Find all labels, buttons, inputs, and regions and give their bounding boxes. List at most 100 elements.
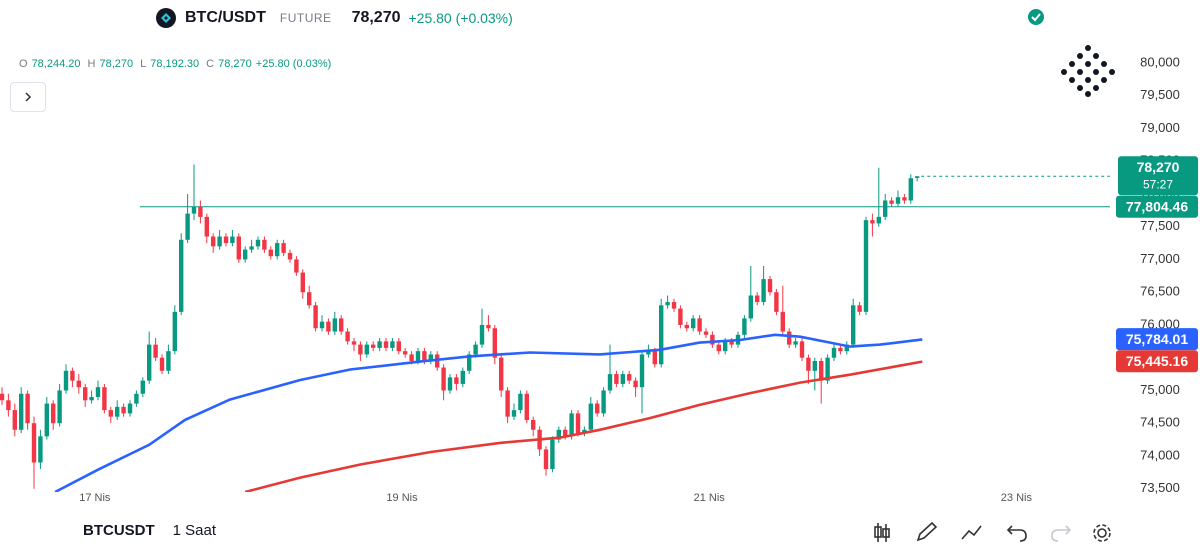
footer: BTCUSDT 1 Saat <box>83 522 216 539</box>
candle-body <box>895 197 901 204</box>
candle-body <box>95 387 101 398</box>
candle-body <box>44 403 49 437</box>
candle-body <box>473 344 478 355</box>
ohlc-legend: O 78,244.20 H 78,270 L 78,192.30 C 78,270 +25.80… <box>16 58 331 70</box>
candle-body <box>908 178 913 201</box>
x-tick-label: 21 Nis <box>694 492 726 504</box>
candle-body <box>454 377 459 384</box>
candle-body <box>620 374 625 384</box>
ma-label-bg <box>1116 328 1198 351</box>
candle-body <box>345 331 350 342</box>
y-tick-label: 77,000 <box>1140 251 1180 266</box>
candle-body <box>371 344 376 348</box>
expand-button[interactable] <box>10 82 46 112</box>
redo-button[interactable] <box>1051 525 1072 542</box>
candle-body <box>428 354 433 361</box>
candle-body <box>236 236 241 260</box>
ohlc-value: 78,244.20 <box>31 58 81 70</box>
candle-body <box>268 249 273 257</box>
candle-body <box>492 328 497 358</box>
candle-body <box>883 200 888 217</box>
ohlc-key: C <box>206 58 215 70</box>
candle-body <box>57 390 62 424</box>
y-tick-label: 80,000 <box>1140 54 1180 69</box>
symbol[interactable]: BTC/USDT <box>185 9 266 26</box>
candle-body <box>703 331 709 335</box>
candle-body <box>326 321 331 332</box>
candle-body <box>460 370 465 384</box>
candle-body <box>863 220 869 312</box>
candle-body <box>710 334 715 345</box>
indicator-tool[interactable] <box>961 525 982 540</box>
candle-body <box>518 393 523 411</box>
candle-body <box>499 357 504 391</box>
candle-body <box>563 429 568 437</box>
candle-body <box>755 295 760 303</box>
candle-body <box>671 302 677 309</box>
candle-body <box>179 239 184 312</box>
candle-body <box>300 272 305 293</box>
candle-body <box>646 351 651 355</box>
candle-body <box>198 207 203 217</box>
price: 78,270 <box>351 9 401 26</box>
candle-body <box>313 305 318 329</box>
candle-body <box>204 216 209 237</box>
candle-body <box>652 351 657 365</box>
candle-body <box>409 354 414 361</box>
candle-body <box>870 220 875 224</box>
symbol-icon <box>156 8 176 28</box>
candle-body <box>134 393 139 404</box>
candle-body <box>25 393 30 424</box>
ma-line <box>244 360 923 492</box>
candle-body <box>575 413 581 434</box>
candle-body <box>102 387 107 411</box>
candle-body <box>876 216 881 224</box>
candle-body <box>889 200 894 204</box>
price-line-label-bg <box>1116 195 1198 218</box>
candle-body <box>486 324 491 329</box>
candle-body <box>524 393 529 420</box>
candles-tool[interactable] <box>874 523 890 542</box>
ma-label-bg <box>1116 350 1198 373</box>
y-tick-label: 74,500 <box>1140 415 1180 430</box>
interval[interactable]: 1 Saat <box>172 522 217 539</box>
candle-body <box>0 393 5 401</box>
candle-body <box>31 423 37 463</box>
y-tick-label: 77,500 <box>1140 218 1180 233</box>
candle-body <box>390 341 395 348</box>
candle-body <box>659 305 664 365</box>
candle-body <box>742 318 747 335</box>
candle-body <box>550 439 555 470</box>
candle-body <box>729 341 734 345</box>
y-tick-label: 75,000 <box>1140 382 1180 397</box>
candle-body <box>479 324 485 345</box>
candle-body <box>415 351 421 361</box>
ohlc-key: L <box>140 58 147 70</box>
x-tick-label: 17 Nis <box>79 492 111 504</box>
candle-body <box>6 400 11 411</box>
candle-body <box>467 354 472 371</box>
footer-symbol[interactable]: BTCUSDT <box>83 522 155 539</box>
price-line-label: 77,804.46 <box>1126 198 1188 214</box>
ohlc-value: 78,192.30 <box>150 58 200 70</box>
candle-body <box>140 380 145 394</box>
candle-body <box>838 347 843 352</box>
candle-body <box>351 341 357 345</box>
candle-body <box>761 279 766 303</box>
draw-tool[interactable] <box>916 521 938 542</box>
candle-body <box>275 243 280 257</box>
candle-body <box>166 351 171 371</box>
ma-label: 75,784.01 <box>1126 331 1188 347</box>
candle-body <box>633 380 638 388</box>
candle-body <box>377 341 382 348</box>
candle-body <box>281 243 286 253</box>
candle-body <box>678 308 683 325</box>
candle-body <box>38 436 43 463</box>
candle-body <box>396 341 401 352</box>
candle-body <box>441 367 446 391</box>
undo-button[interactable] <box>1006 525 1027 542</box>
settings-button[interactable] <box>1093 524 1111 542</box>
candle-body <box>243 249 248 260</box>
candle-body <box>857 305 862 312</box>
